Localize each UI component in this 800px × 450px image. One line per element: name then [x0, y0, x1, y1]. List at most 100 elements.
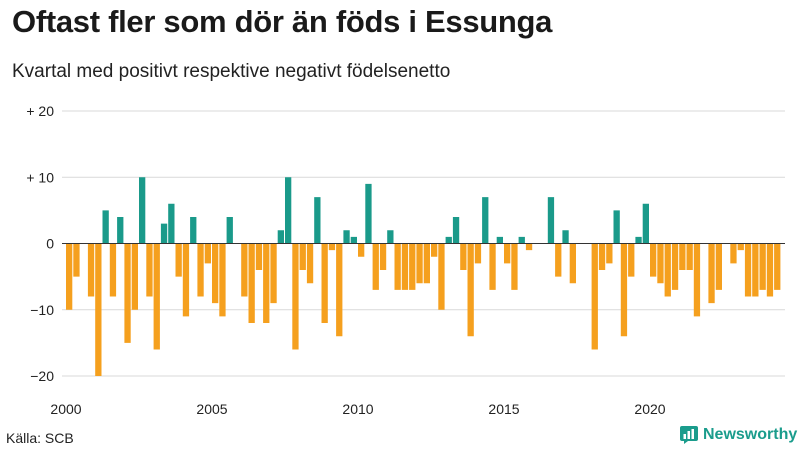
bar: [774, 243, 781, 290]
bar: [708, 243, 715, 304]
bar: [153, 243, 160, 350]
bar: [737, 243, 744, 251]
bar: [679, 243, 686, 270]
bar: [292, 243, 299, 350]
bar: [613, 210, 620, 244]
bar: [87, 243, 95, 297]
y-tick-label: −10: [30, 302, 54, 318]
bar: [635, 236, 642, 244]
bar: [314, 197, 321, 244]
bar: [460, 243, 467, 270]
bar: [628, 243, 635, 277]
bar: [744, 243, 752, 297]
bar: [620, 243, 628, 337]
y-tick-label: + 10: [26, 169, 54, 185]
bar: [117, 217, 124, 244]
bar: [146, 243, 153, 297]
source-note: Källa: SCB: [6, 430, 74, 446]
bar: [226, 217, 233, 244]
bar: [182, 243, 190, 317]
bar: [518, 236, 525, 244]
bar: [555, 243, 562, 277]
bar: [423, 243, 430, 284]
y-tick-label: + 20: [26, 103, 54, 119]
bar: [175, 243, 182, 277]
bar: [263, 243, 270, 323]
bar: [277, 230, 284, 244]
bar: [124, 243, 131, 343]
bar: [255, 243, 263, 270]
bar: [241, 243, 248, 297]
bar: [686, 243, 693, 270]
bar-chart: + 20 + 10 0 −10 −20 2000 2005 2010 2015 2020: [26, 103, 785, 417]
bar: [409, 243, 416, 290]
bar: [394, 243, 401, 290]
bar: [379, 243, 387, 270]
bar: [387, 230, 394, 244]
bar: [160, 223, 168, 244]
bar: [693, 243, 701, 317]
bar: [350, 236, 357, 244]
bar: [752, 243, 759, 297]
bar: [204, 243, 211, 264]
newsworthy-icon: [680, 426, 698, 444]
bar: [168, 203, 175, 244]
bar: [343, 230, 350, 244]
bar: [591, 243, 598, 350]
x-tick-label: 2000: [50, 401, 81, 417]
bar: [139, 177, 146, 244]
y-tick-label: 0: [46, 236, 54, 252]
bar: [650, 243, 657, 277]
chart-title: Oftast fler som dör än föds i Essunga: [12, 4, 553, 39]
bar: [372, 243, 379, 290]
bar: [416, 243, 423, 284]
bar: [109, 243, 117, 297]
bar: [569, 243, 576, 284]
bar: [525, 243, 533, 251]
x-axis-labels: 2000 2005 2010 2015 2020: [50, 401, 665, 417]
bar: [671, 243, 679, 290]
bar: [306, 243, 314, 284]
bar: [401, 243, 409, 290]
brand-logo[interactable]: Newsworthy: [680, 426, 797, 444]
bars: [66, 177, 781, 376]
bar: [197, 243, 204, 297]
bar: [102, 210, 109, 244]
y-tick-label: −20: [30, 368, 54, 384]
bar: [336, 243, 343, 337]
bar: [730, 243, 737, 264]
bar: [365, 183, 372, 244]
bar: [482, 197, 489, 244]
bar: [759, 243, 766, 290]
bar: [285, 177, 292, 244]
y-axis-labels: + 20 + 10 0 −10 −20: [26, 103, 54, 384]
bar: [358, 243, 365, 257]
bar: [664, 243, 671, 297]
chart-subtitle: Kvartal med positivt respektive negativt…: [12, 61, 451, 82]
bar: [445, 236, 452, 244]
x-tick-label: 2010: [342, 401, 373, 417]
bar: [321, 243, 328, 323]
bar: [562, 230, 569, 244]
bar: [657, 243, 664, 284]
bar: [131, 243, 138, 310]
bar: [467, 243, 474, 337]
bar: [73, 243, 80, 277]
bar: [474, 243, 482, 264]
x-tick-label: 2015: [488, 401, 519, 417]
bar: [496, 236, 503, 244]
bar: [438, 243, 445, 310]
bar: [715, 243, 722, 290]
gridlines: [62, 110, 785, 377]
bar: [511, 243, 518, 290]
bar: [606, 243, 613, 264]
bar: [547, 197, 555, 244]
bar: [299, 243, 306, 270]
bar: [66, 243, 73, 310]
bar: [212, 243, 219, 304]
bar: [248, 243, 255, 323]
bar: [452, 217, 460, 244]
bar: [642, 203, 649, 244]
bar: [489, 243, 496, 290]
x-tick-label: 2020: [634, 401, 665, 417]
